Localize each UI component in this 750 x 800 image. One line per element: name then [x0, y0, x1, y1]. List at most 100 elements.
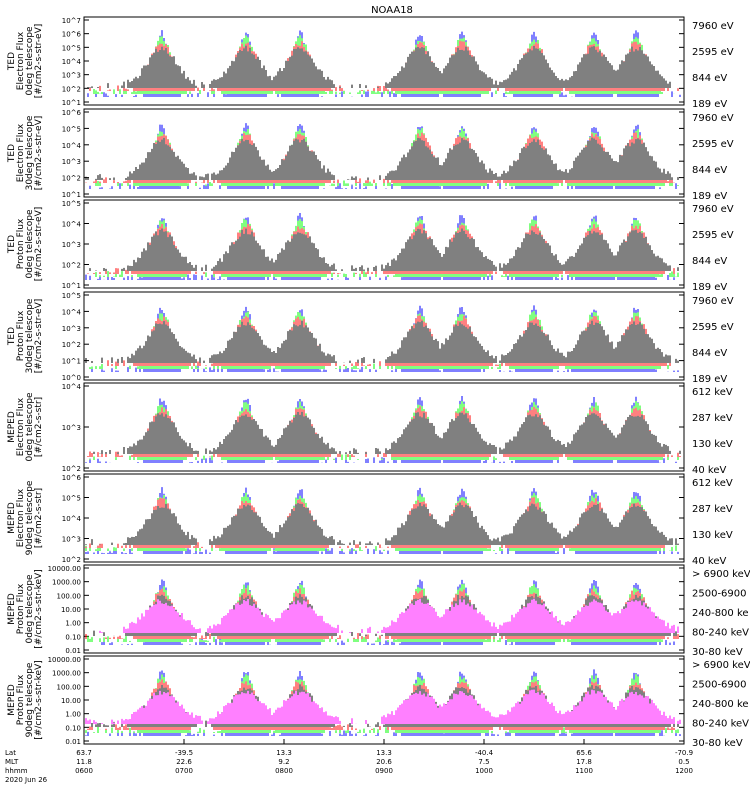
legend-entry: 80-240 keV: [692, 628, 749, 639]
y-tick-label: 10.00: [61, 697, 81, 705]
y-tick-label: 10^4: [62, 515, 82, 523]
y-axis-label: TED Electron Flux 0deg telescope [#/cm2-s-s…: [7, 24, 44, 99]
y-label-line: Electron Flux: [16, 397, 26, 456]
y-tick-label: 10^1: [62, 191, 81, 199]
y-axis-label: MEPED Electron Flux 0deg telescope [#/cm2-s…: [7, 392, 44, 462]
legend-entry: 30-80 keV: [692, 647, 743, 658]
y-tick-label: 10^3: [62, 241, 81, 249]
series-trace: [87, 406, 681, 457]
y-label-line: [#/cm2-s-str-eV]: [34, 299, 44, 374]
legend-entry: 189 eV: [692, 99, 727, 110]
y-tick-label: 10^0: [62, 374, 81, 382]
series-trace: [93, 35, 675, 94]
y-label-line: 0deg telescope: [25, 209, 35, 279]
x-tick-label: 0.5: [678, 758, 689, 766]
y-label-line: [#/cm2-s-str-eV]: [34, 116, 44, 191]
y-tick-label: 10^6: [62, 31, 82, 39]
y-label-line: MEPED: [7, 684, 17, 716]
legend-entry: 287 keV: [692, 504, 733, 515]
legend-entry: 189 eV: [692, 282, 727, 293]
series-trace: [85, 320, 679, 363]
x-tick-label: -39.5: [175, 749, 193, 757]
y-tick-label: 0.01: [65, 738, 81, 746]
y-tick-label: 10^2: [62, 341, 81, 349]
y-tick-label: 1000.00: [52, 579, 81, 587]
y-tick-label: 10^7: [62, 17, 81, 25]
legend-entry: 612 keV: [692, 478, 733, 489]
series-trace: [85, 689, 681, 724]
legend-entry: 2595 eV: [692, 139, 734, 150]
y-tick-label: 0.01: [65, 647, 81, 655]
legend-entry: 189 eV: [692, 191, 727, 202]
y-tick-label: 10^5: [62, 200, 81, 208]
y-tick-label: 10^3: [62, 158, 81, 166]
y-label-line: TED: [7, 144, 17, 163]
y-tick-label: 10^5: [62, 44, 81, 52]
y-label-line: [#/cm2-s-str]: [34, 488, 44, 548]
y-tick-label: 10^6: [62, 109, 82, 117]
legend-entry: 2500-6900: [692, 589, 747, 600]
legend-entry: 2500-6900: [692, 680, 747, 691]
y-label-line: [#/cm2-s-str-eV]: [34, 24, 44, 99]
legend-entry: 80-240 keV: [692, 719, 749, 730]
series-trace: [85, 502, 679, 545]
series-trace: [87, 45, 671, 88]
y-axis-label: MEPED Proton Flux 0deg telescope [#/cm2-s-s…: [7, 569, 44, 648]
legend-entry: 2595 eV: [692, 230, 734, 241]
y-tick-label: 10^2: [62, 556, 81, 564]
panel-frame: [83, 291, 685, 381]
series-trace: [85, 669, 681, 736]
legend-entry: 7960 eV: [692, 204, 734, 215]
y-label-line: 30deg telescope: [25, 298, 35, 373]
y-tick-label: 10^3: [62, 536, 81, 544]
x-tick-label: 13.3: [276, 749, 292, 757]
y-label-line: [#/cm2-s-str-keV]: [34, 569, 44, 648]
y-label-line: Proton Flux: [16, 218, 26, 269]
x-tick-label: 0800: [275, 767, 293, 775]
legend-entry: 2595 eV: [692, 47, 734, 58]
legend-entry: 130 keV: [692, 439, 733, 450]
legend-entry: 844 eV: [692, 348, 727, 359]
panel-ted-p-30: 10^0 10^1 10^2 10^3 10^4 10^5 TED Proton Flux 30…: [7, 291, 734, 385]
y-tick-label: 10^5: [62, 495, 81, 503]
legend-entry: 612 keV: [692, 387, 733, 398]
legend-entry: 7960 eV: [692, 21, 734, 32]
y-label-line: 0deg telescope: [25, 392, 35, 462]
x-tick-label: 22.6: [176, 758, 192, 766]
panel-meped-p-90: 0.01 0.10 1.00 10.00 100.00 1000.00 10000.00 ME…: [7, 655, 750, 749]
panel-meped-e-90: 10^2 10^3 10^4 10^5 10^6 MEPED Electron Flux 90…: [7, 473, 733, 567]
x-tick-label: 9.2: [278, 758, 289, 766]
panel-meped-e-0: 10^2 10^3 10^4 MEPED Electron Flux 0deg teles…: [7, 382, 733, 476]
y-label-line: 30deg telescope: [25, 115, 35, 190]
y-label-line: Electron Flux: [16, 488, 26, 547]
y-label-line: [#/cm2-s-str]: [34, 397, 44, 457]
series-trace: [95, 128, 679, 186]
legend-entry: 240-800 ke: [692, 699, 749, 710]
y-tick-label: 100.00: [57, 592, 82, 600]
y-tick-label: 10^4: [62, 142, 82, 150]
x-tick-label: 20.6: [376, 758, 392, 766]
y-tick-label: 1.00: [65, 620, 81, 628]
y-label-line: Electron Flux: [16, 123, 26, 182]
y-label-line: TED: [7, 235, 17, 254]
y-tick-label: 10^4: [62, 383, 82, 391]
legend-entry: 7960 eV: [692, 296, 734, 307]
panel-ted-e-0: 10^1 10^2 10^3 10^4 10^5 10^6 10^7 TED Electron …: [7, 16, 734, 110]
y-label-line: 90deg telescope: [25, 662, 35, 737]
y-label-line: MEPED: [7, 502, 17, 534]
y-tick-label: 10^3: [62, 325, 81, 333]
legend-entry: 189 eV: [692, 374, 727, 385]
series-trace: [85, 137, 679, 180]
x-tick-label: 63.7: [76, 749, 92, 757]
y-label-line: [#/cm2-s-str-eV]: [34, 207, 44, 282]
x-tick-label: 7.5: [478, 758, 489, 766]
y-label-line: Proton Flux: [16, 674, 26, 725]
legend-entry: 130 keV: [692, 530, 733, 541]
legend-entry: 844 eV: [692, 165, 727, 176]
x-tick-label: 11.8: [76, 758, 92, 766]
series-trace: [85, 497, 665, 548]
legend-entry: 40 keV: [692, 465, 726, 476]
series-trace: [85, 674, 679, 733]
y-label-line: MEPED: [7, 593, 17, 625]
